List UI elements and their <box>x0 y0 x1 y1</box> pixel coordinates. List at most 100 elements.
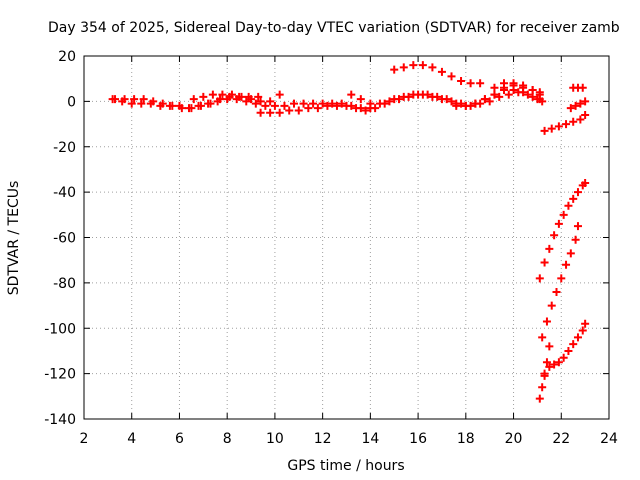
data-point <box>538 383 547 392</box>
x-tick-label: 8 <box>223 431 232 447</box>
data-point <box>550 231 559 240</box>
series-arc-10 <box>566 97 590 113</box>
data-point <box>564 346 573 355</box>
data-point <box>208 90 217 99</box>
data-point <box>137 99 146 108</box>
x-tick-label: 14 <box>361 431 379 447</box>
data-point <box>385 97 394 106</box>
data-point <box>275 90 284 99</box>
data-point <box>139 95 148 104</box>
data-point <box>111 95 120 104</box>
data-point <box>375 99 384 108</box>
data-point <box>554 122 563 131</box>
data-point <box>540 258 549 267</box>
series-arc-13 <box>538 222 582 342</box>
y-tick-label: -120 <box>44 367 76 383</box>
series-arc-4 <box>256 88 547 117</box>
data-point <box>442 95 451 104</box>
data-point <box>199 92 208 101</box>
data-point <box>332 101 341 110</box>
chart-title: Day 354 of 2025, Sidereal Day-to-day VTE… <box>48 20 620 36</box>
data-point <box>256 97 265 106</box>
x-tick-label: 2 <box>80 431 89 447</box>
data-point <box>495 92 504 101</box>
data-point <box>578 326 587 335</box>
data-point <box>581 319 590 328</box>
data-point <box>399 63 408 72</box>
data-point <box>452 101 461 110</box>
data-point <box>569 340 578 349</box>
data-point <box>545 362 554 371</box>
data-point <box>554 358 563 367</box>
data-point <box>485 97 494 106</box>
x-tick-label: 24 <box>600 431 618 447</box>
series-arc-2 <box>111 92 263 113</box>
data-point <box>573 222 582 231</box>
data-point <box>528 86 537 95</box>
series-arc-11 <box>569 83 587 92</box>
data-point <box>471 99 480 108</box>
data-point <box>569 117 578 126</box>
data-point <box>461 101 470 110</box>
x-tick-label: 18 <box>457 431 475 447</box>
data-point <box>266 97 275 106</box>
data-point <box>578 83 587 92</box>
x-tick-label: 6 <box>175 431 184 447</box>
data-point <box>254 92 263 101</box>
data-point <box>227 90 236 99</box>
data-point <box>409 61 418 70</box>
data-point <box>256 108 265 117</box>
data-point <box>266 108 275 117</box>
data-point <box>318 99 327 108</box>
data-point <box>371 104 380 113</box>
y-tick-label: -100 <box>44 321 76 337</box>
data-point <box>366 99 375 108</box>
data-point <box>414 90 423 99</box>
data-point <box>559 210 568 219</box>
data-point <box>545 244 554 253</box>
data-point <box>342 101 351 110</box>
axis-ticks: 2 4 6 8 10 12 14 16 18 20 22 24-140-120-100-80-60-4… <box>44 49 618 447</box>
data-point <box>576 99 585 108</box>
data-point <box>509 81 518 90</box>
data-point <box>323 101 332 110</box>
data-point <box>275 108 284 117</box>
series-arc-7 <box>490 79 544 99</box>
data-point <box>528 92 537 101</box>
data-point <box>437 67 446 76</box>
data-point <box>428 63 437 72</box>
data-point <box>313 104 322 113</box>
data-point <box>404 92 413 101</box>
data-point <box>535 394 544 403</box>
data-point <box>447 97 456 106</box>
data-point <box>573 333 582 342</box>
data-point <box>466 79 475 88</box>
y-tick-label: -80 <box>53 276 76 292</box>
data-point <box>581 179 590 188</box>
data-point <box>569 194 578 203</box>
data-point <box>540 369 549 378</box>
x-tick-label: 4 <box>127 431 136 447</box>
data-point <box>564 201 573 210</box>
data-point <box>581 97 590 106</box>
data-point <box>542 358 551 367</box>
data-point <box>552 287 561 296</box>
series-arc-9 <box>540 110 590 135</box>
data-point <box>538 333 547 342</box>
y-tick-label: -40 <box>53 185 76 201</box>
data-point <box>476 79 485 88</box>
data-point <box>571 101 580 110</box>
data-point <box>216 95 225 104</box>
data-point <box>251 99 260 108</box>
data-point <box>581 110 590 119</box>
data-point <box>299 99 308 108</box>
data-point <box>237 92 246 101</box>
data-point <box>294 106 303 115</box>
data-point <box>196 101 205 110</box>
data-point <box>559 353 568 362</box>
data-point <box>519 83 528 92</box>
data-point <box>309 99 318 108</box>
data-point <box>423 90 432 99</box>
data-point <box>557 274 566 283</box>
y-tick-label: 0 <box>67 94 76 110</box>
